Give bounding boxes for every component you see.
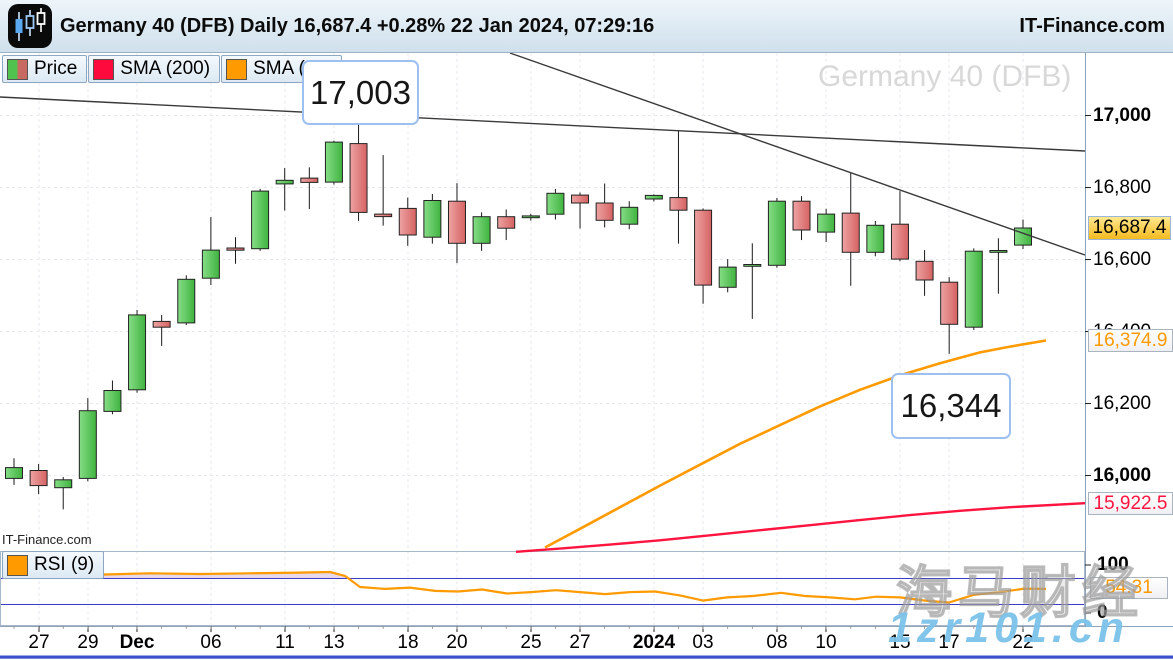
- x-axis-label: 11: [275, 632, 295, 653]
- price-swatch-icon: [7, 58, 28, 80]
- high-annotation-value: 17,003: [310, 73, 411, 111]
- header-bar: Germany 40 (DFB) Daily 16,687.4 +0.28% 2…: [0, 0, 1173, 53]
- rsi-panel: [0, 551, 1085, 626]
- x-axis-label: 17: [938, 632, 960, 653]
- x-axis-label: 13: [323, 632, 345, 653]
- sma200-swatch-icon: [93, 58, 115, 80]
- sma-touch-annotation-value: 16,344: [900, 387, 1002, 424]
- last-price-badge: 16,687.4: [1088, 216, 1171, 240]
- trendlines-layer[interactable]: [0, 52, 1086, 256]
- sma55-swatch-icon: [226, 58, 248, 80]
- x-axis-label: 27: [28, 632, 50, 653]
- legend-rsi-label: RSI (9): [34, 554, 95, 575]
- x-axis-label: 08: [766, 632, 788, 653]
- domain-watermark: 1zr101.cn: [888, 604, 1130, 652]
- price-axis-label: 16,800: [1093, 176, 1152, 198]
- legend-item-sma200[interactable]: SMA (200): [88, 55, 221, 83]
- x-axis-label: 27: [569, 632, 591, 653]
- sma200-value-badge: 15,922.5: [1088, 492, 1173, 515]
- price-axis-label: 16,000: [1093, 464, 1152, 486]
- legend-sma200-label: SMA (200): [120, 58, 211, 79]
- chart-watermark: Germany 40 (DFB): [818, 60, 1072, 93]
- rsi-swatch-icon: [7, 554, 28, 576]
- cn-watermark: 海马财经: [895, 560, 1144, 625]
- x-axis-label: 15: [889, 632, 911, 653]
- x-axis-label: 20: [446, 632, 468, 653]
- price-axis-label: 17,000: [1093, 104, 1152, 126]
- moving-averages-layer: [515, 339, 1086, 553]
- x-axis-label: 25: [520, 632, 542, 653]
- price-axis-label: 16,200: [1093, 392, 1152, 414]
- rsi-axis-label: 0: [1097, 602, 1108, 623]
- price-panel-legend: Price SMA (200) SMA (55): [2, 55, 343, 83]
- axes-frame: [0, 53, 1173, 659]
- gridlines: [0, 53, 1085, 626]
- legend-price-label: Price: [34, 58, 78, 79]
- legend-item-rsi[interactable]: RSI (9): [2, 551, 105, 579]
- sma-touch-annotation-box[interactable]: 16,344: [891, 373, 1011, 439]
- x-axis-label: Dec: [119, 632, 155, 653]
- sma55-value-badge: 16,374.9: [1088, 329, 1173, 352]
- rsi-axis-label: 100: [1097, 554, 1129, 575]
- instrument-title: Germany 40 (DFB) Daily 16,687.4 +0.28% 2…: [60, 14, 655, 37]
- legend-item-price[interactable]: Price: [2, 55, 88, 83]
- high-annotation-box[interactable]: 17,003: [302, 60, 419, 125]
- app-logo-candlestick-icon[interactable]: [8, 4, 52, 48]
- x-axis-label: 10: [815, 632, 837, 653]
- site-watermark: IT-Finance.com: [2, 532, 92, 547]
- rsi-value-badge: 54.31: [1090, 577, 1168, 599]
- brand-logo-text: IT-Finance.com: [1019, 14, 1165, 37]
- x-axis-label: 06: [200, 632, 222, 653]
- x-axis-label: 22: [1012, 632, 1034, 653]
- x-axis-label: 03: [692, 632, 714, 653]
- candles-layer: [5, 114, 1033, 510]
- x-axis-label: 2024: [632, 632, 676, 653]
- x-axis-label: 18: [397, 632, 419, 653]
- x-axis-label: 29: [77, 632, 99, 653]
- price-axis-label: 16,600: [1093, 248, 1152, 270]
